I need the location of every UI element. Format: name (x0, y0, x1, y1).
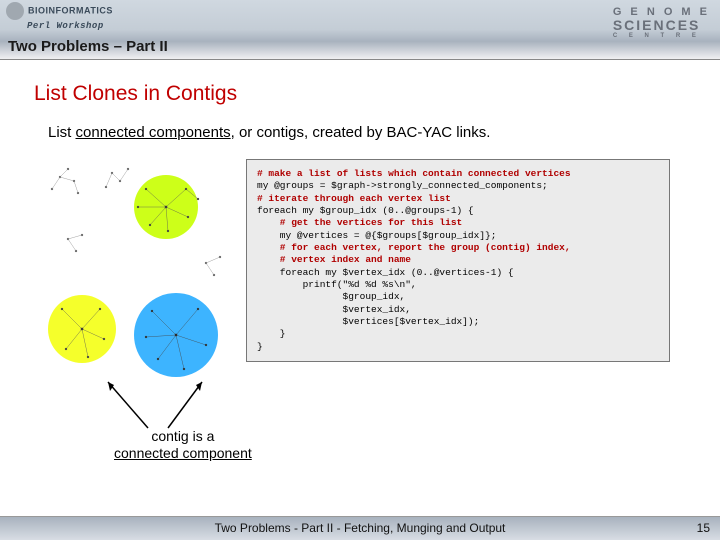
code-line: foreach my $vertex_idx (0..@vertices-1) … (257, 267, 514, 278)
code-block: # make a list of lists which contain con… (246, 159, 670, 362)
code-line: $vertices[$vertex_idx]); (257, 316, 479, 327)
cluster-svg (38, 159, 236, 383)
code-line: my @groups = $graph->strongly_connected_… (257, 180, 548, 191)
subtitle-post: , or contigs, created by BAC-YAC links. (231, 124, 491, 141)
logo-icon (6, 2, 24, 20)
logo-right-bot: C E N T R E (613, 33, 710, 40)
annotation-text: contig is a connected component (114, 428, 252, 462)
code-line: foreach my $group_idx (0..@groups-1) { (257, 205, 474, 216)
code-line: } (257, 328, 286, 339)
code-comment: # iterate through each vertex list (257, 193, 451, 204)
page-number: 15 (697, 521, 710, 535)
footer-text: Two Problems - Part II - Fetching, Mungi… (0, 517, 720, 535)
subtitle: List connected components, or contigs, c… (48, 124, 720, 141)
subtitle-underlined: connected components (76, 124, 231, 141)
code-comment: # make a list of lists which contain con… (257, 168, 571, 179)
code-line: my @vertices = @{$groups[$group_idx]}; (257, 230, 496, 241)
section-title: Two Problems – Part II (8, 38, 168, 55)
code-comment: # get the vertices for this list (257, 217, 462, 228)
code-line: printf("%d %d %s\n", (257, 279, 417, 290)
cluster-graphic (38, 159, 236, 383)
code-line: $vertex_idx, (257, 304, 411, 315)
code-line: } (257, 341, 263, 352)
logo-right-mid: SCIENCES (613, 18, 710, 33)
slide-header: BIOINFORMATICS Perl Workshop G E N O M E… (0, 0, 720, 60)
code-comment: # for each vertex, report the group (con… (257, 242, 571, 253)
logo-right: G E N O M E SCIENCES C E N T R E (613, 6, 710, 40)
annotation-line1: contig is a (151, 428, 214, 444)
content-row: # make a list of lists which contain con… (38, 159, 720, 383)
code-line: $group_idx, (257, 291, 405, 302)
subtitle-pre: List (48, 124, 76, 141)
annotation-line2: connected component (114, 445, 252, 461)
logo-left-top: BIOINFORMATICS (28, 5, 113, 15)
logo-left: BIOINFORMATICS Perl Workshop (6, 2, 113, 31)
code-comment: # vertex index and name (257, 254, 411, 265)
slide-footer: Two Problems - Part II - Fetching, Mungi… (0, 516, 720, 540)
logo-left-bottom: Perl Workshop (27, 21, 104, 31)
slide-title: List Clones in Contigs (34, 82, 720, 106)
